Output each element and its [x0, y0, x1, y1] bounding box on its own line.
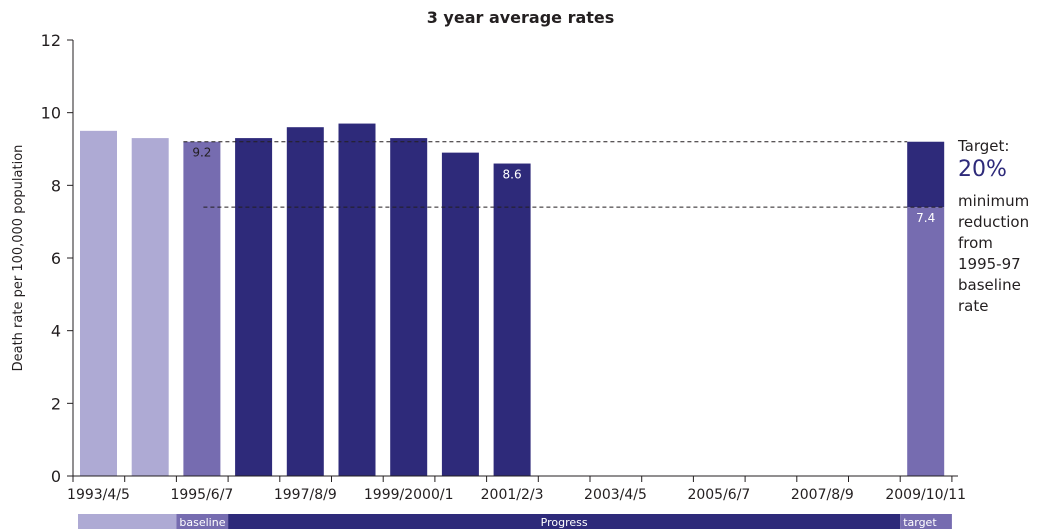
- target-line: rate: [958, 297, 989, 315]
- band-pre-baseline: [78, 514, 177, 529]
- y-tick-label: 12: [41, 31, 61, 50]
- bar: [390, 138, 428, 476]
- band-label: baseline: [179, 516, 225, 529]
- x-tick-label: 2009/10/11: [885, 487, 966, 503]
- data-label: 7.4: [916, 211, 935, 225]
- bar: [493, 163, 531, 477]
- x-tick-label: 1997/8/9: [274, 487, 337, 503]
- x-tick-label: 2003/4/5: [584, 487, 647, 503]
- y-tick-label: 10: [41, 104, 61, 123]
- target-line: from: [958, 234, 993, 252]
- target-reduction-bar-segment: [907, 141, 945, 208]
- y-tick-label: 4: [51, 322, 61, 341]
- target-line: 1995-97: [958, 255, 1021, 273]
- chart-title: 3 year average rates: [426, 8, 615, 27]
- x-tick-label: 1995/6/7: [170, 487, 233, 503]
- bar: [441, 152, 479, 476]
- y-tick-label: 8: [51, 176, 61, 195]
- band-label: Progress: [541, 516, 588, 529]
- target-description: minimum reduction from 1995-97 baseline …: [958, 191, 1040, 317]
- band-label: target: [903, 516, 937, 529]
- x-tick-label: 1993/4/5: [67, 487, 130, 503]
- target-line: minimum: [958, 192, 1030, 210]
- bar: [80, 130, 117, 477]
- y-tick-label: 2: [51, 394, 61, 413]
- y-tick-label: 6: [51, 249, 61, 268]
- band-baseline: [176, 514, 229, 529]
- y-tick-label: 0: [51, 467, 61, 486]
- band-progress: [228, 514, 901, 529]
- x-tick-label: 2005/6/7: [687, 487, 750, 503]
- y-axis-label: Death rate per 100,000 population: [11, 145, 26, 372]
- x-tick-label: 2007/8/9: [791, 487, 854, 503]
- band-target: [900, 514, 952, 529]
- target-percent: 20%: [958, 157, 1007, 182]
- data-label: 9.2: [192, 146, 211, 160]
- data-label: 8.6: [503, 168, 522, 182]
- bar: [131, 138, 169, 476]
- bar: [183, 141, 221, 476]
- bar: [286, 127, 324, 476]
- bar: [907, 207, 945, 476]
- bar: [338, 123, 376, 477]
- x-tick-label: 1999/2000/1: [364, 487, 454, 503]
- target-line: reduction: [958, 213, 1030, 231]
- bar: [235, 138, 273, 476]
- x-tick-label: 2001/2/3: [481, 487, 544, 503]
- target-line: baseline: [958, 276, 1021, 294]
- target-label: Target:: [958, 137, 1010, 155]
